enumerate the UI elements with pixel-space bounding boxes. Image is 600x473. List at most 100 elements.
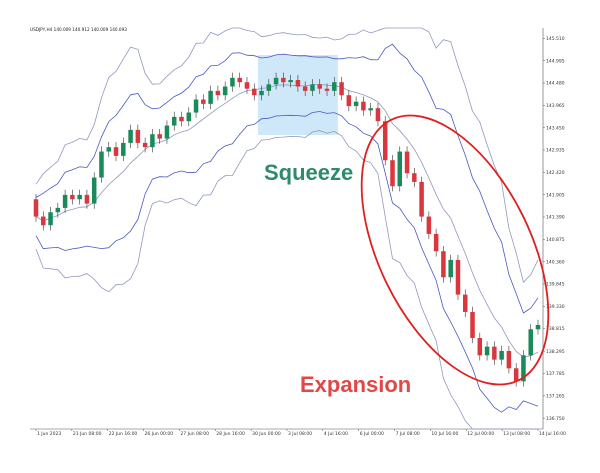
y-tick-label: 141.390 (546, 215, 565, 221)
candle (528, 329, 533, 356)
candle (353, 101, 359, 107)
y-tick-label: 141.905 (546, 192, 565, 198)
candle (62, 194, 68, 208)
y-tick-label: 142.420 (546, 170, 565, 176)
candle (339, 82, 344, 96)
candle (368, 108, 373, 111)
x-tick-label: 21 Jun 08:00 (73, 431, 102, 437)
candle (448, 259, 453, 278)
x-tick-label: 10 Jul 16:00 (431, 431, 458, 437)
candle (91, 177, 97, 204)
x-tick-label: 26 Jun 00:00 (145, 431, 174, 437)
candle (310, 84, 315, 91)
candle (142, 142, 148, 148)
candle (492, 346, 497, 360)
y-tick-label: 137.265 (546, 393, 565, 399)
candle (55, 207, 61, 213)
candle (201, 99, 206, 104)
y-tick-label: 143.965 (546, 103, 565, 109)
candle (128, 129, 133, 143)
x-tick-label: 30 Jun 00:00 (252, 431, 281, 437)
y-tick-label: 139.330 (546, 304, 565, 310)
candle (346, 95, 352, 107)
x-tick-label: 1 Jun 2023 (37, 431, 61, 437)
candle (361, 101, 366, 111)
candle (273, 77, 279, 85)
candle (295, 80, 301, 87)
candle (266, 84, 272, 91)
candle (404, 151, 410, 174)
y-tick-label: 143.450 (546, 125, 565, 131)
candle (412, 173, 417, 182)
candle (135, 129, 141, 143)
candle (288, 80, 293, 83)
candle (506, 350, 512, 369)
candle (499, 350, 504, 360)
x-tick-label: 4 Jul 16:00 (324, 431, 348, 437)
y-tick-label: 138.815 (546, 326, 565, 332)
candle (208, 90, 213, 104)
x-tick-label: 3 Jul 08:00 (288, 431, 312, 437)
x-tick-label: 13 Jul 08:00 (503, 431, 530, 437)
candle (33, 199, 39, 217)
y-tick-label: 140.360 (546, 259, 565, 265)
candle (535, 324, 541, 330)
candle (222, 86, 228, 96)
y-tick-label: 139.845 (546, 282, 565, 288)
y-tick-label: 144.995 (546, 58, 565, 64)
candle (41, 216, 46, 226)
candle (70, 194, 75, 200)
candle (157, 134, 162, 139)
x-tick-label: 7 Jul 08:00 (396, 431, 420, 437)
candle (375, 108, 381, 122)
candle (230, 77, 235, 87)
candle (164, 125, 170, 139)
candle (77, 194, 82, 200)
candle (193, 99, 199, 113)
candle (521, 355, 526, 382)
candle (390, 160, 395, 187)
band-middle (35, 83, 539, 358)
candle (477, 337, 483, 356)
candle (281, 77, 286, 83)
x-tick-label: 27 Jun 08:00 (180, 431, 209, 437)
band-outer-upper (35, 27, 539, 283)
symbol-header: USDJPY,H4 140.009 140.912 140.009 140.09… (30, 27, 127, 32)
band-outer-lower (35, 130, 538, 430)
candle (484, 346, 490, 356)
candle (186, 112, 192, 122)
candle (48, 212, 53, 226)
candle (513, 368, 519, 382)
candle (84, 194, 90, 204)
candle (426, 216, 432, 234)
band-inner-upper (35, 43, 539, 314)
candle (179, 116, 184, 122)
y-tick-label: 142.935 (546, 148, 565, 154)
squeeze-annotation: Squeeze (264, 160, 353, 185)
candle (244, 82, 250, 89)
candle (215, 90, 221, 96)
candle (419, 181, 424, 217)
candle (470, 311, 475, 338)
y-tick-label: 144.480 (546, 81, 565, 87)
expansion-annotation: Expansion (300, 372, 411, 397)
y-tick-label: 145.510 (546, 36, 565, 42)
y-tick-label: 136.750 (546, 416, 565, 422)
x-tick-label: 28 Jun 16:00 (216, 431, 245, 437)
axis-lines (30, 28, 544, 430)
candle (382, 121, 388, 161)
expansion-ellipse (360, 114, 550, 386)
candle (171, 116, 177, 126)
squeeze-box (257, 55, 338, 135)
candle (332, 82, 337, 91)
x-tick-label: 6 Jul 00:00 (360, 431, 384, 437)
candle (99, 151, 104, 178)
candle (433, 233, 439, 252)
candle (324, 88, 330, 91)
candle (441, 251, 446, 278)
candle (121, 142, 126, 156)
candle (252, 88, 257, 96)
band-inner-lower (35, 111, 539, 413)
candle (150, 134, 155, 148)
